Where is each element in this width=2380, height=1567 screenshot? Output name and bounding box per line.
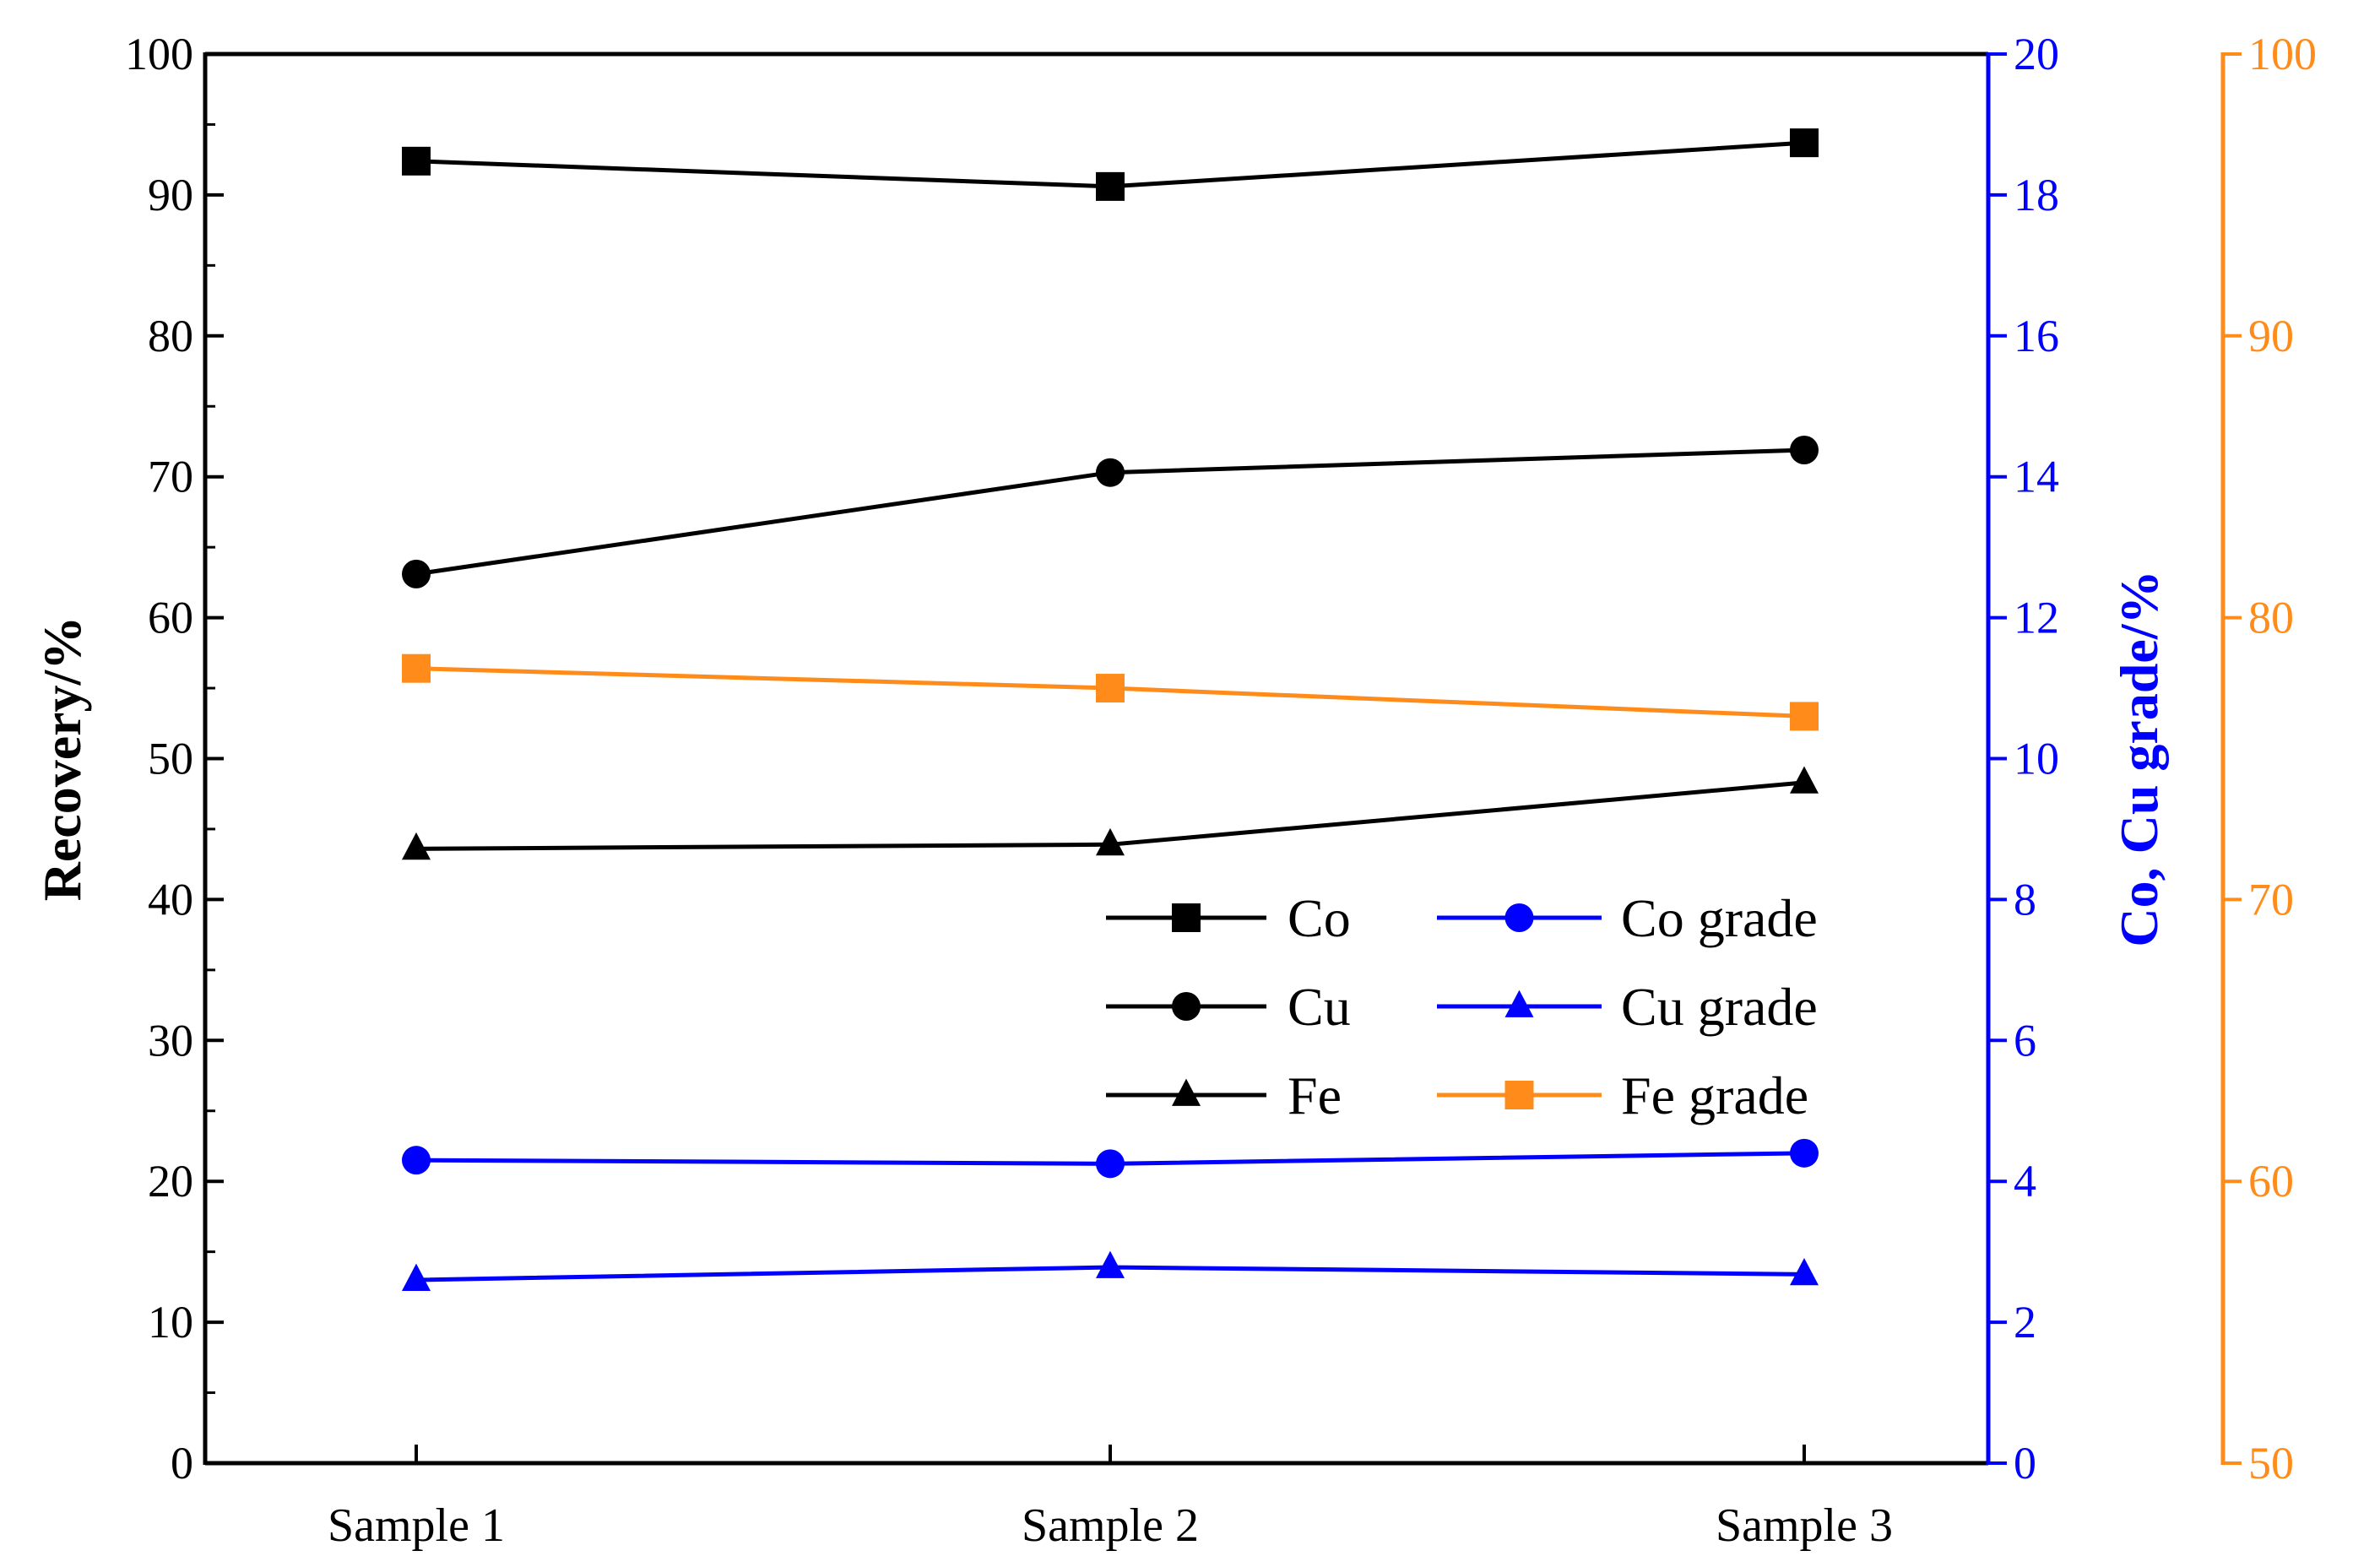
left-axis-tick-label: 50 <box>148 734 193 784</box>
left-axis-tick-label: 20 <box>148 1156 193 1206</box>
left-axis-tick-label: 100 <box>125 29 193 79</box>
right-axis-1-tick-label: 8 <box>2014 874 2036 924</box>
right-axis-1-tick-label: 4 <box>2014 1156 2036 1206</box>
legend-label-fe: Fe <box>1288 1065 1342 1125</box>
left-axis-tick-label: 70 <box>148 452 193 502</box>
data-point-cu <box>1790 435 1819 464</box>
data-point-fe <box>402 832 431 860</box>
data-point-co <box>1790 128 1819 158</box>
legend-group: Co Cu Fe Co grade Cu grade Fe grade <box>1106 888 1818 1125</box>
right-axis-1-tick-label: 10 <box>2014 734 2059 784</box>
legend-marker-co-grade <box>1504 903 1534 932</box>
data-point-fe <box>1790 766 1819 794</box>
legend-label-fe-grade: Fe grade <box>1621 1065 1808 1125</box>
right-axis-2-tick-label: 80 <box>2248 593 2294 643</box>
right-axis-1-tick-label: 14 <box>2014 452 2059 502</box>
data-point-co <box>1096 171 1125 201</box>
left-axis-tick-label: 60 <box>148 593 193 643</box>
x-axis-tick-label: Sample 2 <box>1022 1499 1199 1552</box>
legend-marker-fe <box>1172 1078 1201 1106</box>
left-axis-tick-label: 80 <box>148 311 193 361</box>
data-point-cu-grade <box>1096 1250 1125 1278</box>
left-axis-tick-label: 0 <box>171 1438 193 1488</box>
legend-marker-cu-grade <box>1504 990 1534 1017</box>
right-axis-1-tick-label: 2 <box>2014 1297 2036 1347</box>
data-point-fe-grade <box>1096 674 1125 703</box>
axes-group: 0 10 20 30 40 50 60 70 80 90 100 0 2 4 6 8 10 12 14 16 18 20 5… <box>32 29 2317 1552</box>
left-axis-tick-label: 40 <box>148 874 193 924</box>
right-axis-1-tick-label: 16 <box>2014 311 2059 361</box>
right-axis-2-tick-label: 100 <box>2248 29 2317 79</box>
data-point-cu <box>1096 458 1125 487</box>
right-axis-2-tick-label: 60 <box>2248 1156 2294 1206</box>
right-axis-1-title: Co, Cu grade/% <box>2109 570 2169 946</box>
right-axis-2-tick-label: 70 <box>2248 874 2294 924</box>
left-axis-title: Recovery/% <box>32 616 92 902</box>
right-axis-2-tick-label: 90 <box>2248 311 2294 361</box>
right-axis-1-tick-label: 6 <box>2014 1015 2036 1065</box>
data-point-fe <box>1096 827 1125 856</box>
legend-label-cu-grade: Cu grade <box>1621 977 1818 1037</box>
series-group <box>402 128 1819 1291</box>
left-axis-tick-label: 90 <box>148 170 193 220</box>
x-axis-tick-label: Sample 1 <box>328 1499 505 1552</box>
data-point-fe-grade <box>402 653 431 683</box>
right-axis-1-tick-label: 18 <box>2014 170 2059 220</box>
left-axis-tick-label: 10 <box>148 1297 193 1347</box>
right-axis-1-tick-label: 12 <box>2014 593 2059 643</box>
data-point-co-grade <box>1096 1149 1125 1179</box>
data-point-co-grade <box>1790 1138 1819 1168</box>
left-axis-tick-label: 30 <box>148 1015 193 1065</box>
x-axis-tick-label: Sample 3 <box>1716 1499 1893 1552</box>
data-point-cu <box>402 559 431 588</box>
right-axis-1-tick-label: 0 <box>2014 1438 2036 1488</box>
legend-label-cu: Cu <box>1288 977 1351 1037</box>
legend-marker-co <box>1172 903 1201 932</box>
data-point-co <box>402 146 431 176</box>
right-axis-2-tick-label: 50 <box>2248 1438 2294 1488</box>
legend-marker-fe-grade <box>1504 1081 1534 1109</box>
legend-label-co-grade: Co grade <box>1621 888 1818 948</box>
legend-marker-cu <box>1172 992 1201 1021</box>
data-point-fe-grade <box>1790 702 1819 731</box>
legend-label-co: Co <box>1288 888 1351 948</box>
right-axis-1-tick-label: 20 <box>2014 29 2059 79</box>
data-point-co-grade <box>402 1146 431 1175</box>
data-point-cu-grade <box>402 1263 431 1291</box>
data-point-cu-grade <box>1790 1257 1819 1286</box>
